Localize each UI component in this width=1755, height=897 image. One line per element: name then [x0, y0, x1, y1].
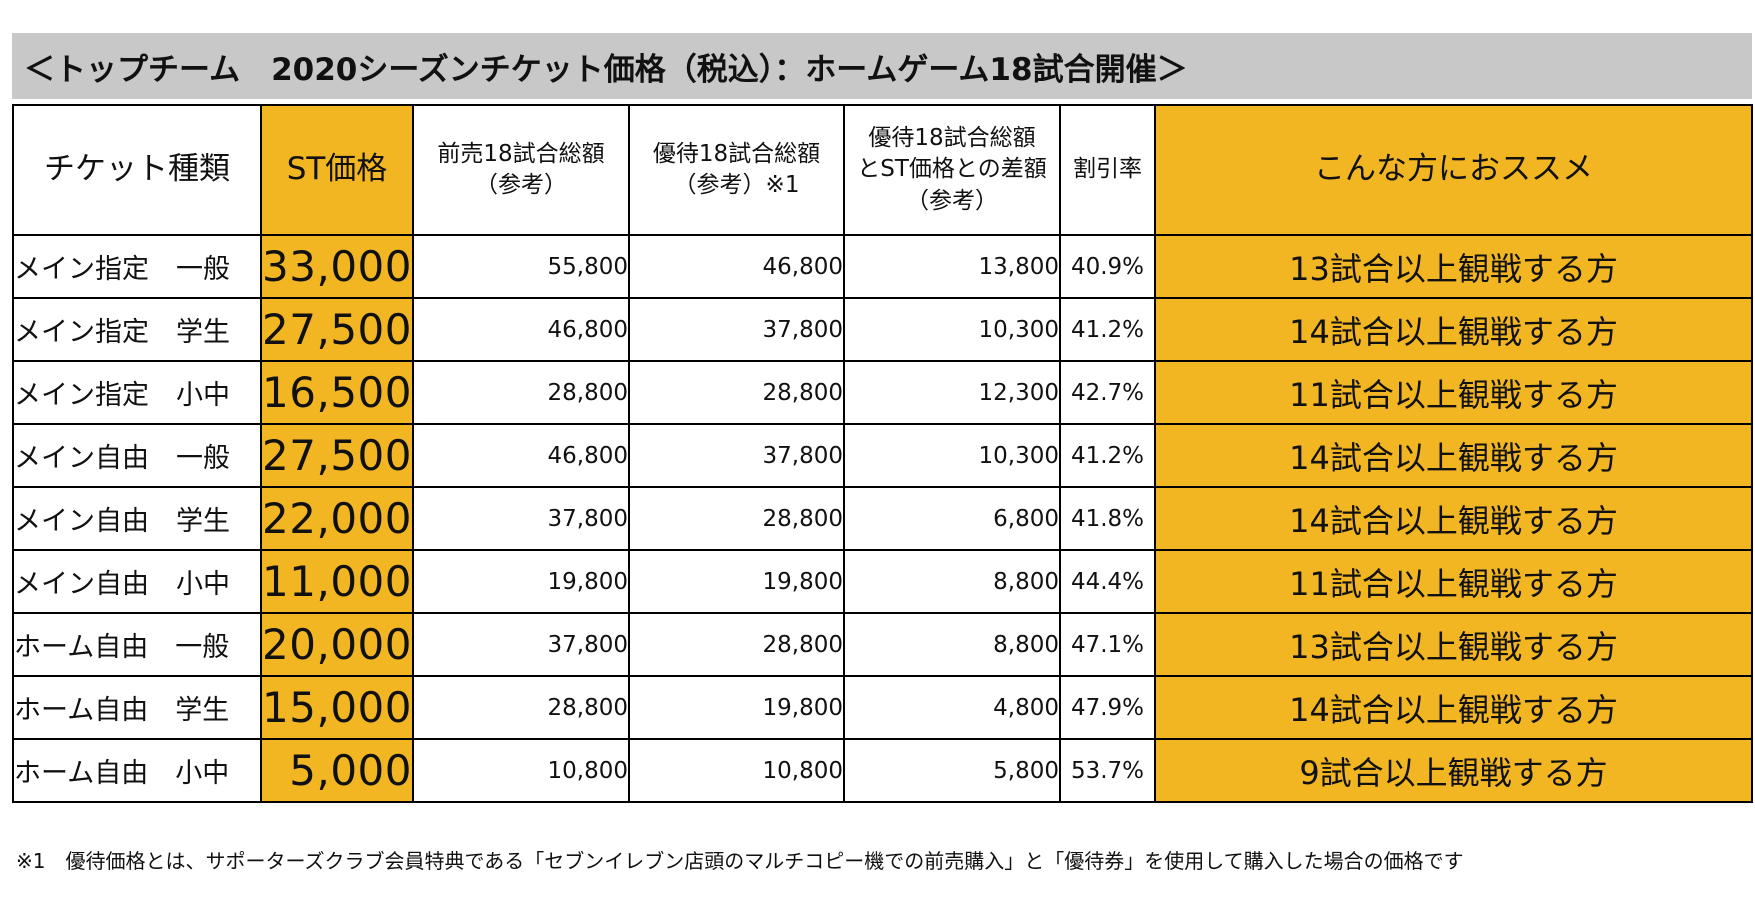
table-row: ホーム自由 一般 20,000 37,800 28,800 8,800 47.1…: [12, 612, 1753, 677]
discount-rate-cell: 41.2%: [1059, 423, 1156, 488]
presale-total-cell: 46,800: [412, 297, 630, 362]
recommend-cell: 13試合以上観戦する方: [1154, 612, 1753, 677]
member-total-cell: 28,800: [628, 612, 845, 677]
difference-cell: 13,800: [843, 234, 1061, 299]
recommend-cell: 13試合以上観戦する方: [1154, 234, 1753, 299]
header-difference: 優待18試合総額 とST価格との差額 （参考）: [843, 104, 1061, 236]
footnote: ※1 優待価格とは、サポーターズクラブ会員特典である「セブンイレブン店頭のマルチ…: [16, 849, 1464, 873]
header-member-total: 優待18試合総額 （参考）※1: [628, 104, 845, 236]
difference-cell: 4,800: [843, 675, 1061, 740]
member-total-cell: 37,800: [628, 297, 845, 362]
header-ticket-type: チケット種類: [12, 104, 262, 236]
st-price-cell: 15,000: [260, 675, 414, 740]
header-presale-total-line2: （参考）: [475, 172, 567, 198]
discount-rate-cell: 53.7%: [1059, 738, 1156, 803]
table-header-row: チケット種類 ST価格 前売18試合総額 （参考） 優待18試合総額 （参考）※…: [12, 104, 1753, 236]
recommend-cell: 14試合以上観戦する方: [1154, 297, 1753, 362]
table-row: ホーム自由 小中 5,000 10,800 10,800 5,800 53.7%…: [12, 738, 1753, 803]
table-row: メイン自由 学生 22,000 37,800 28,800 6,800 41.8…: [12, 486, 1753, 551]
ticket-type-cell: メイン自由 学生: [12, 486, 262, 551]
st-price-cell: 5,000: [260, 738, 414, 803]
header-presale-total: 前売18試合総額 （参考）: [412, 104, 630, 236]
header-member-total-line1: 優待18試合総額: [652, 140, 821, 167]
header-ticket-type-label: チケット種類: [44, 151, 230, 188]
header-difference-line1: 優待18試合総額: [868, 125, 1036, 152]
ticket-type-cell: メイン指定 学生: [12, 297, 262, 362]
member-total-cell: 46,800: [628, 234, 845, 299]
st-price-cell: 11,000: [260, 549, 414, 614]
header-difference-line2: とST価格との差額: [857, 156, 1047, 183]
presale-total-cell: 37,800: [412, 486, 630, 551]
presale-total-cell: 28,800: [412, 675, 630, 740]
discount-rate-cell: 40.9%: [1059, 234, 1156, 299]
st-price-cell: 22,000: [260, 486, 414, 551]
st-price-cell: 16,500: [260, 360, 414, 425]
presale-total-cell: 28,800: [412, 360, 630, 425]
presale-total-cell: 46,800: [412, 423, 630, 488]
discount-rate-cell: 42.7%: [1059, 360, 1156, 425]
header-presale-total-line1: 前売18試合総額: [437, 140, 605, 167]
difference-cell: 10,300: [843, 423, 1061, 488]
table-row: ホーム自由 学生 15,000 28,800 19,800 4,800 47.9…: [12, 675, 1753, 740]
ticket-type-cell: メイン指定 小中: [12, 360, 262, 425]
st-price-cell: 20,000: [260, 612, 414, 677]
page-title: ＜トップチーム 2020シーズンチケット価格（税込）：ホームゲーム18試合開催＞: [12, 33, 1752, 99]
difference-cell: 5,800: [843, 738, 1061, 803]
st-price-cell: 27,500: [260, 297, 414, 362]
discount-rate-cell: 44.4%: [1059, 549, 1156, 614]
ticket-type-cell: メイン指定 一般: [12, 234, 262, 299]
st-price-cell: 33,000: [260, 234, 414, 299]
member-total-cell: 19,800: [628, 549, 845, 614]
discount-rate-cell: 47.1%: [1059, 612, 1156, 677]
presale-total-cell: 37,800: [412, 612, 630, 677]
recommend-cell: 14試合以上観戦する方: [1154, 675, 1753, 740]
header-difference-line3: （参考）: [906, 187, 998, 214]
ticket-type-cell: ホーム自由 学生: [12, 675, 262, 740]
difference-cell: 10,300: [843, 297, 1061, 362]
table-row: メイン指定 小中 16,500 28,800 28,800 12,300 42.…: [12, 360, 1753, 425]
recommend-cell: 14試合以上観戦する方: [1154, 486, 1753, 551]
difference-cell: 8,800: [843, 549, 1061, 614]
recommend-cell: 14試合以上観戦する方: [1154, 423, 1753, 488]
table-row: メイン指定 一般 33,000 55,800 46,800 13,800 40.…: [12, 234, 1753, 299]
st-price-cell: 27,500: [260, 423, 414, 488]
header-discount-rate: 割引率: [1059, 104, 1156, 236]
difference-cell: 6,800: [843, 486, 1061, 551]
member-total-cell: 10,800: [628, 738, 845, 803]
member-total-cell: 19,800: [628, 675, 845, 740]
header-member-total-line2: （参考）※1: [673, 172, 800, 198]
member-total-cell: 28,800: [628, 360, 845, 425]
member-total-cell: 37,800: [628, 423, 845, 488]
table-row: メイン指定 学生 27,500 46,800 37,800 10,300 41.…: [12, 297, 1753, 362]
presale-total-cell: 10,800: [412, 738, 630, 803]
ticket-type-cell: メイン自由 一般: [12, 423, 262, 488]
header-recommend-label: こんな方におススメ: [1314, 151, 1593, 188]
member-total-cell: 28,800: [628, 486, 845, 551]
ticket-type-cell: メイン自由 小中: [12, 549, 262, 614]
recommend-cell: 9試合以上観戦する方: [1154, 738, 1753, 803]
table-row: メイン自由 小中 11,000 19,800 19,800 8,800 44.4…: [12, 549, 1753, 614]
recommend-cell: 11試合以上観戦する方: [1154, 360, 1753, 425]
ticket-price-table: チケット種類 ST価格 前売18試合総額 （参考） 優待18試合総額 （参考）※…: [12, 104, 1753, 803]
presale-total-cell: 55,800: [412, 234, 630, 299]
ticket-type-cell: ホーム自由 小中: [12, 738, 262, 803]
difference-cell: 8,800: [843, 612, 1061, 677]
header-st-price-label: ST価格: [286, 151, 388, 188]
discount-rate-cell: 47.9%: [1059, 675, 1156, 740]
discount-rate-cell: 41.8%: [1059, 486, 1156, 551]
header-recommend: こんな方におススメ: [1154, 104, 1753, 236]
presale-total-cell: 19,800: [412, 549, 630, 614]
table-row: メイン自由 一般 27,500 46,800 37,800 10,300 41.…: [12, 423, 1753, 488]
recommend-cell: 11試合以上観戦する方: [1154, 549, 1753, 614]
difference-cell: 12,300: [843, 360, 1061, 425]
discount-rate-cell: 41.2%: [1059, 297, 1156, 362]
ticket-type-cell: ホーム自由 一般: [12, 612, 262, 677]
header-discount-rate-label: 割引率: [1073, 156, 1142, 183]
header-st-price: ST価格: [260, 104, 414, 236]
